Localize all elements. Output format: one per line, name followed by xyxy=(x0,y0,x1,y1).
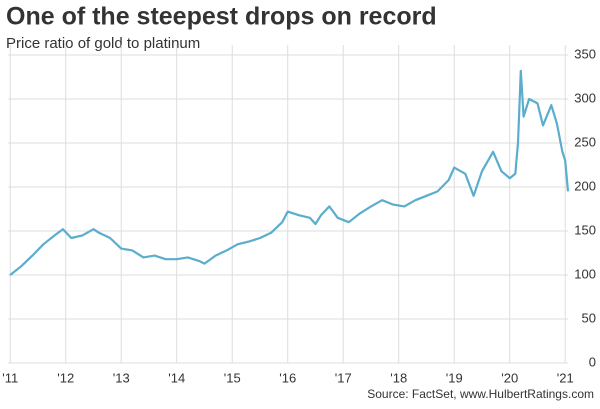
chart-subtitle: Price ratio of gold to platinum xyxy=(6,35,200,52)
line xyxy=(9,69,570,276)
x-tick-label: '15 xyxy=(224,370,241,385)
x-tick-label: '17 xyxy=(335,370,352,385)
x-tick-label: '14 xyxy=(168,370,185,385)
x-tick-label: '13 xyxy=(113,370,130,385)
x-tick-label: '12 xyxy=(57,370,74,385)
x-tick-label: '11 xyxy=(2,370,18,385)
x-tick-label: '16 xyxy=(279,370,296,385)
y-tick-label: 250 xyxy=(574,134,596,149)
y-tick-label: 350 xyxy=(574,46,596,61)
y-tick-label: 100 xyxy=(574,266,596,281)
source: Source: FactSet, www.HulbertRatings.com xyxy=(367,387,594,401)
y-tick-label: 200 xyxy=(574,178,596,193)
x-tick-label: '21 xyxy=(557,370,574,385)
chart-title: One of the steepest drops on record xyxy=(6,3,437,31)
x-tick-label: '19 xyxy=(446,370,463,385)
x-tick-label: '20 xyxy=(501,370,518,385)
x-tick-label: '18 xyxy=(390,370,407,385)
y-tick-label: 150 xyxy=(574,222,596,237)
y-tick-label: 0 xyxy=(589,354,596,369)
y-tick-label: 50 xyxy=(582,310,596,325)
y-tick-label: 300 xyxy=(574,90,596,105)
